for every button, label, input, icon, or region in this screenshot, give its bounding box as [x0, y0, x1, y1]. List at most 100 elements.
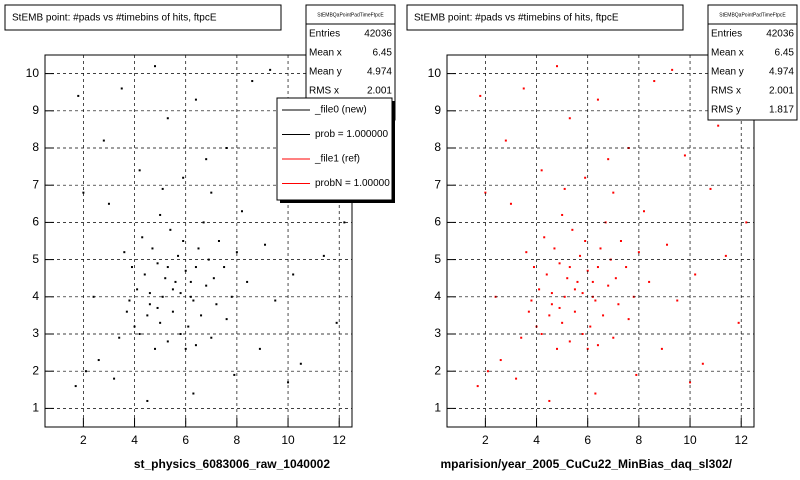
- title-box: [4, 4, 282, 31]
- chart-title: StEMB point: #pads vs #timebins of hits,…: [414, 13, 619, 24]
- point: [550, 292, 553, 295]
- point: [197, 247, 200, 250]
- point: [246, 280, 249, 283]
- point: [563, 187, 566, 190]
- point: [666, 243, 669, 246]
- point: [174, 280, 177, 283]
- point: [264, 243, 267, 246]
- point: [599, 247, 602, 250]
- point: [166, 340, 169, 343]
- point: [509, 202, 512, 205]
- title-box: [406, 4, 684, 31]
- point: [683, 154, 686, 157]
- point: [159, 213, 162, 216]
- point: [120, 87, 123, 90]
- point: [335, 321, 338, 324]
- point: [594, 392, 597, 395]
- point: [596, 266, 599, 269]
- point: [223, 266, 226, 269]
- point: [322, 254, 325, 257]
- point: [154, 347, 157, 350]
- legend-label: _file0 (new): [314, 105, 367, 116]
- y-tick-label: 2: [32, 363, 39, 377]
- stats-label: RMS y: [711, 105, 741, 116]
- point: [130, 266, 133, 269]
- point: [745, 221, 748, 224]
- point: [581, 292, 584, 295]
- stats-value: 4.974: [367, 67, 392, 78]
- y-tick-label: 10: [26, 66, 40, 80]
- stats-label: Entries: [711, 29, 742, 40]
- point: [136, 288, 139, 291]
- point: [586, 269, 589, 272]
- y-tick-label: 4: [32, 289, 39, 303]
- point: [192, 392, 195, 395]
- point: [558, 262, 561, 265]
- point: [556, 65, 559, 68]
- point: [573, 288, 576, 291]
- point: [540, 169, 543, 172]
- point: [171, 288, 174, 291]
- point: [184, 269, 187, 272]
- point: [548, 399, 551, 402]
- point: [476, 385, 479, 388]
- point: [189, 280, 192, 283]
- point: [143, 273, 146, 276]
- point: [179, 292, 182, 295]
- point: [166, 117, 169, 120]
- point: [563, 295, 566, 298]
- x-tick-label: 12: [333, 433, 347, 447]
- point: [217, 240, 220, 242]
- point: [156, 306, 159, 309]
- point: [584, 240, 587, 242]
- point: [724, 254, 727, 257]
- point: [192, 299, 195, 302]
- stats-label: Mean y: [309, 67, 342, 78]
- point: [84, 370, 87, 373]
- x-axis-label: mparision/year_2005_CuCu22_MinBias_daq_s…: [441, 457, 733, 471]
- point: [538, 288, 541, 291]
- point: [205, 158, 208, 161]
- point: [561, 213, 564, 216]
- y-tick-label: 8: [32, 140, 39, 154]
- point: [635, 373, 638, 376]
- point: [161, 295, 164, 298]
- point: [642, 210, 645, 213]
- stats-title: StEMBQaPointPadTimeFtpcE: [317, 12, 384, 18]
- point: [212, 277, 215, 280]
- point: [113, 377, 116, 380]
- point: [548, 314, 551, 317]
- point: [169, 228, 172, 231]
- stats-value: 2.001: [769, 86, 794, 97]
- point: [171, 310, 174, 313]
- point: [612, 336, 615, 339]
- point: [573, 310, 576, 313]
- point: [619, 240, 622, 242]
- x-tick-label: 10: [683, 433, 697, 447]
- point: [154, 65, 157, 68]
- point: [82, 191, 85, 194]
- point: [292, 273, 295, 276]
- point: [182, 240, 185, 242]
- point: [671, 68, 674, 71]
- stats-box: [707, 4, 798, 121]
- stats-label: Mean x: [711, 48, 744, 59]
- point: [484, 191, 487, 194]
- point: [128, 299, 131, 302]
- point: [251, 80, 254, 83]
- point: [161, 187, 164, 190]
- point: [543, 236, 546, 239]
- legend-label: prob = 1.000000: [315, 129, 389, 140]
- point: [525, 251, 528, 254]
- y-tick-label: 10: [428, 66, 442, 80]
- point: [676, 299, 679, 302]
- point: [566, 277, 569, 280]
- frame: [446, 54, 755, 428]
- y-tick-label: 6: [434, 215, 441, 229]
- point: [210, 191, 213, 194]
- stats-title: StEMBQaPointPadTimeFtpcE: [719, 12, 786, 18]
- point: [660, 347, 663, 350]
- point: [701, 362, 704, 365]
- point: [486, 370, 489, 373]
